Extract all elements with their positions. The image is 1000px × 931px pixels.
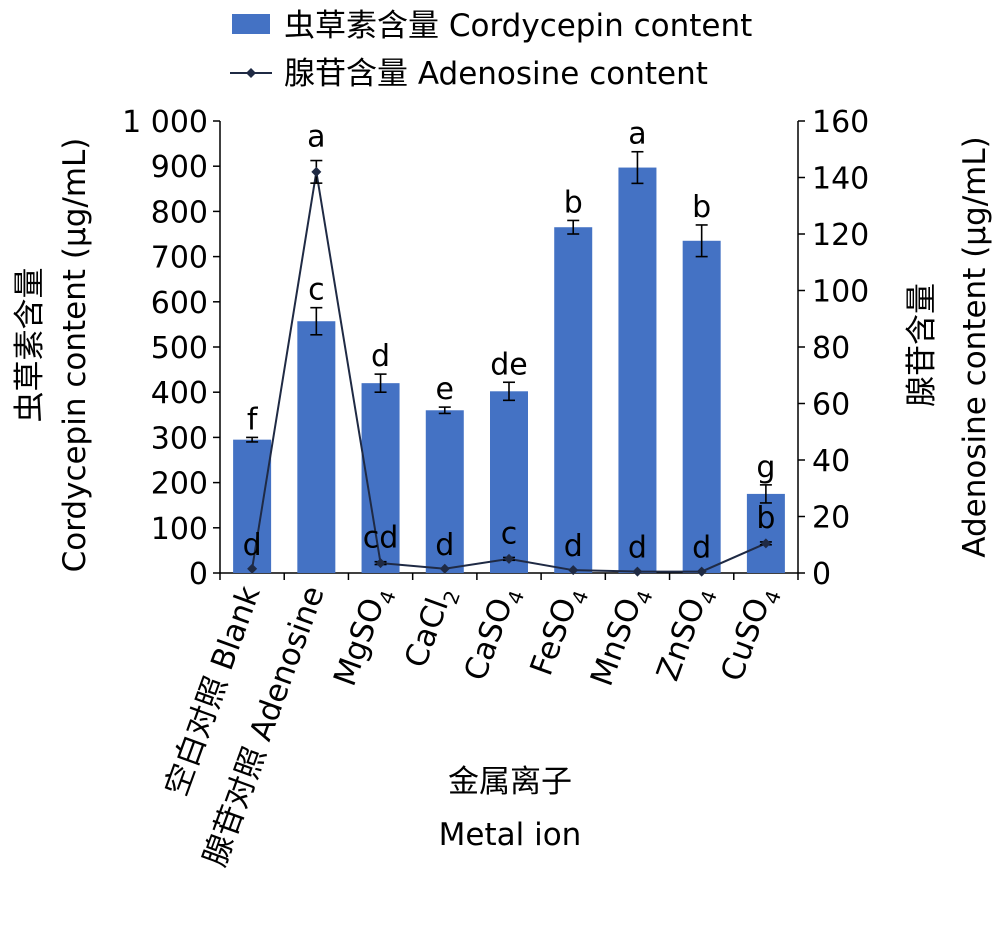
y-right-tick-label: 160 (812, 105, 869, 140)
y-right-tick-label: 20 (812, 501, 850, 536)
y-left-tick-label: 300 (151, 421, 208, 456)
bar-significance-label: b (692, 190, 711, 225)
adenosine-point (311, 166, 322, 177)
y-right-axis-title: 腺苷含量 Adenosine content (μg/mL) (904, 136, 993, 557)
line-significance-label: d (243, 528, 262, 563)
bar-significance-label: g (756, 450, 775, 485)
adenosine-point (247, 563, 258, 574)
bar (233, 439, 272, 573)
y-right-tick-label: 100 (812, 275, 869, 310)
x-category-label: CaCl2 (398, 581, 465, 674)
line-significance-label: a (307, 120, 325, 155)
x-category-label: CuSO4 (714, 581, 786, 687)
adenosine-point (760, 538, 771, 549)
bar (618, 167, 657, 573)
line-significance-label: b (756, 501, 775, 536)
adenosine-point (568, 565, 579, 576)
bar (297, 321, 336, 573)
y-left-tick-label: 400 (151, 376, 208, 411)
x-category-label: FeSO4 (523, 581, 593, 682)
y-left-tick-label: 800 (151, 195, 208, 230)
y-left-tick-label: 500 (151, 331, 208, 366)
adenosine-point (696, 566, 707, 577)
y-right-tick-label: 120 (812, 218, 869, 253)
adenosine-point (439, 563, 450, 574)
line-significance-label: c (501, 516, 518, 551)
y-right-title-en: Adenosine content (μg/mL) (957, 136, 993, 557)
adenosine-point (504, 553, 514, 564)
bar-significance-label: c (308, 273, 325, 308)
line-significance-label: cd (363, 521, 399, 556)
bar-significance-label: b (564, 185, 583, 220)
line-significance-label: d (692, 531, 711, 566)
bar (490, 391, 528, 573)
y-right-tick-label: 40 (812, 444, 850, 479)
bar (746, 493, 785, 573)
bar-significance-label: a (628, 117, 646, 152)
x-category-label: ZnSO4 (650, 581, 722, 687)
x-title-en: Metal ion (439, 817, 582, 853)
y-right-tick-label: 140 (812, 162, 869, 197)
bar (682, 240, 721, 573)
legend-bar-swatch (232, 14, 270, 34)
line-significance-label: d (435, 528, 454, 563)
x-axis-title: 金属离子 Metal ion (439, 764, 582, 853)
legend-diamond-marker (246, 68, 256, 78)
y-left-tick-label: 600 (151, 286, 208, 321)
line-significance-label: d (628, 531, 647, 566)
y-left-tick-label: 700 (151, 241, 208, 276)
x-title-cn: 金属离子 (448, 764, 572, 800)
x-category-label: MgSO4 (327, 581, 401, 692)
adenosine-point (632, 566, 643, 577)
y-right-tick-label: 80 (812, 331, 850, 366)
y-right-tick-label: 0 (812, 557, 831, 592)
legend-label-adenosine: 腺苷含量 Adenosine content (284, 56, 708, 92)
y-right-title-cn: 腺苷含量 (904, 283, 940, 407)
bar (361, 383, 400, 573)
bar (554, 227, 593, 573)
y-left-axis-title: 虫草素含量 Cordycepin content (μg/mL) (12, 138, 93, 573)
x-category-label: MnSO4 (584, 581, 658, 692)
bar (425, 410, 464, 573)
axes: 0 100 200 300 400 500 600 700 800 900 1 000 0 20 40 60… (122, 105, 869, 592)
adenosine-point (375, 558, 386, 569)
bar-significance-label: e (436, 372, 454, 407)
legend: 虫草素含量 Cordycepin content 腺苷含量 Adenosine … (230, 8, 752, 92)
x-category-label: CaSO4 (457, 581, 529, 687)
y-left-tick-label: 900 (151, 150, 208, 185)
y-left-title-en: Cordycepin content (μg/mL) (57, 138, 93, 573)
legend-label-cordycepin: 虫草素含量 Cordycepin content (284, 8, 752, 44)
bar-significance-label: de (490, 347, 528, 382)
y-left-tick-label: 0 (189, 557, 208, 592)
y-left-title-cn: 虫草素含量 (12, 268, 48, 423)
bar-significance-label: f (247, 402, 259, 437)
y-left-tick-label: 1 000 (122, 105, 208, 140)
y-left-tick-label: 200 (151, 467, 208, 502)
y-right-tick-label: 60 (812, 388, 850, 423)
line-significance-label: d (564, 529, 583, 564)
y-left-tick-label: 100 (151, 512, 208, 547)
bar-significance-label: d (371, 339, 390, 374)
